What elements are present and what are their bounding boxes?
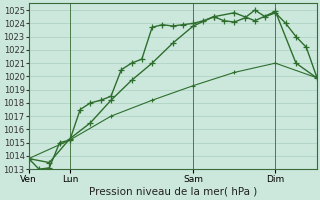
X-axis label: Pression niveau de la mer( hPa ): Pression niveau de la mer( hPa ) bbox=[89, 187, 257, 197]
